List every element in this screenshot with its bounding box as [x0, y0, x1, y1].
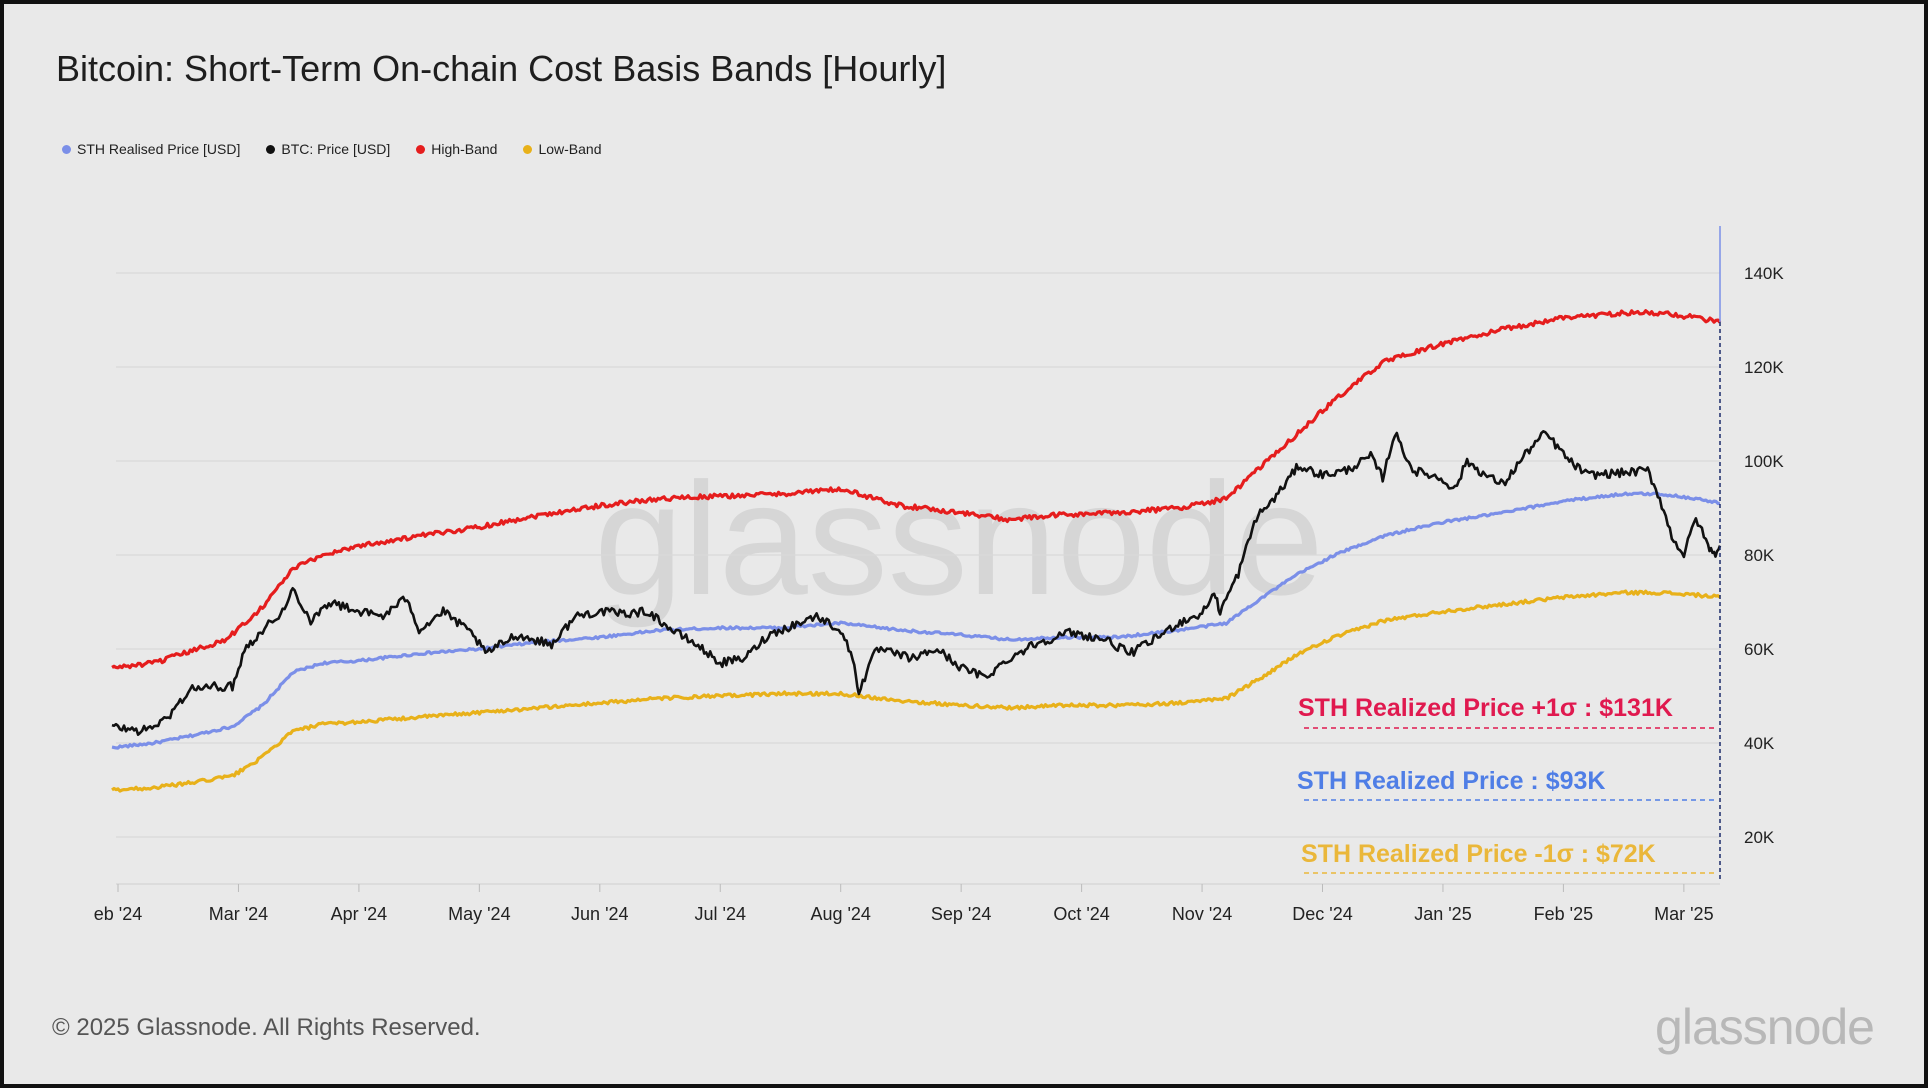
y-tick-label: 40K: [1744, 734, 1775, 753]
x-tick-label: Jan '25: [1414, 904, 1471, 924]
series-line-low-band: [111, 589, 1721, 793]
x-tick-label: Mar '25: [1654, 904, 1713, 924]
x-tick-label: Apr '24: [331, 904, 387, 924]
copyright-text: © 2025 Glassnode. All Rights Reserved.: [52, 1014, 481, 1041]
x-tick-label: Sep '24: [931, 904, 992, 924]
y-tick-label: 80K: [1744, 546, 1775, 565]
glassnode-logo: glassnode: [1655, 999, 1875, 1055]
series-line-sth-realised-price-usd: [111, 491, 1721, 750]
series-lines: [111, 309, 1722, 793]
annotation-high-band: STH Realized Price +1σ : $131K: [1298, 694, 1673, 722]
y-tick-label: 120K: [1744, 358, 1784, 377]
x-tick-label: Jul '24: [695, 904, 746, 924]
legend-dot-btc-price: [266, 144, 276, 154]
legend-item-low-band[interactable]: Low-Band: [523, 141, 602, 157]
watermark-text: glassnode: [594, 449, 1323, 628]
series-line-btc-price-usd: [111, 430, 1722, 736]
x-tick-label: May '24: [448, 904, 510, 924]
x-axis-ticks: eb '24 Mar '24 Apr '24 May '24 Jun '24 Jul '2…: [94, 884, 1714, 924]
chart-frame: Bitcoin: Short-Term On-chain Cost Basis …: [4, 4, 1924, 1084]
x-tick-label: eb '24: [94, 904, 142, 924]
legend-dot-sth-realised-price: [62, 144, 71, 154]
legend-label-sth-realised-price: STH Realised Price [USD]: [77, 141, 241, 157]
gridlines: [116, 272, 1720, 885]
legend-item-high-band[interactable]: High-Band: [416, 141, 497, 157]
y-tick-label: 60K: [1744, 640, 1775, 659]
x-tick-label: Mar '24: [209, 904, 268, 924]
x-tick-label: Nov '24: [1172, 904, 1232, 924]
chart-plot: glassnode 20K 40K 60K 80K 100K 120K 140K eb '2…: [94, 226, 1784, 924]
annotations: STH Realized Price +1σ : $131K STH Reali…: [1297, 694, 1714, 874]
y-tick-label: 20K: [1744, 828, 1775, 847]
x-tick-label: Jun '24: [571, 904, 628, 924]
legend-label-btc-price: BTC: Price [USD]: [281, 141, 391, 157]
legend-dot-high-band: [416, 144, 426, 154]
y-tick-label: 100K: [1744, 452, 1784, 471]
legend-item-sth-realised-price[interactable]: STH Realised Price [USD]: [62, 141, 240, 157]
x-tick-label: Oct '24: [1053, 904, 1109, 924]
annotation-low-band: STH Realized Price -1σ : $72K: [1301, 840, 1656, 868]
x-tick-label: Dec '24: [1292, 904, 1352, 924]
series-line-high-band: [111, 309, 1722, 670]
y-tick-label: 140K: [1744, 264, 1784, 283]
legend-label-high-band: High-Band: [431, 141, 498, 157]
y-axis-ticks: 20K 40K 60K 80K 100K 120K 140K: [1744, 264, 1784, 847]
chart-title: Bitcoin: Short-Term On-chain Cost Basis …: [56, 48, 947, 89]
x-tick-label: Aug '24: [810, 904, 871, 924]
legend-dot-low-band: [523, 144, 533, 154]
chart-legend: STH Realised Price [USD] BTC: Price [USD…: [62, 141, 602, 157]
x-tick-label: Feb '25: [1534, 904, 1593, 924]
legend-label-low-band: Low-Band: [538, 141, 602, 157]
annotation-sth-price: STH Realized Price : $93K: [1297, 767, 1605, 795]
legend-item-btc-price[interactable]: BTC: Price [USD]: [266, 141, 390, 157]
